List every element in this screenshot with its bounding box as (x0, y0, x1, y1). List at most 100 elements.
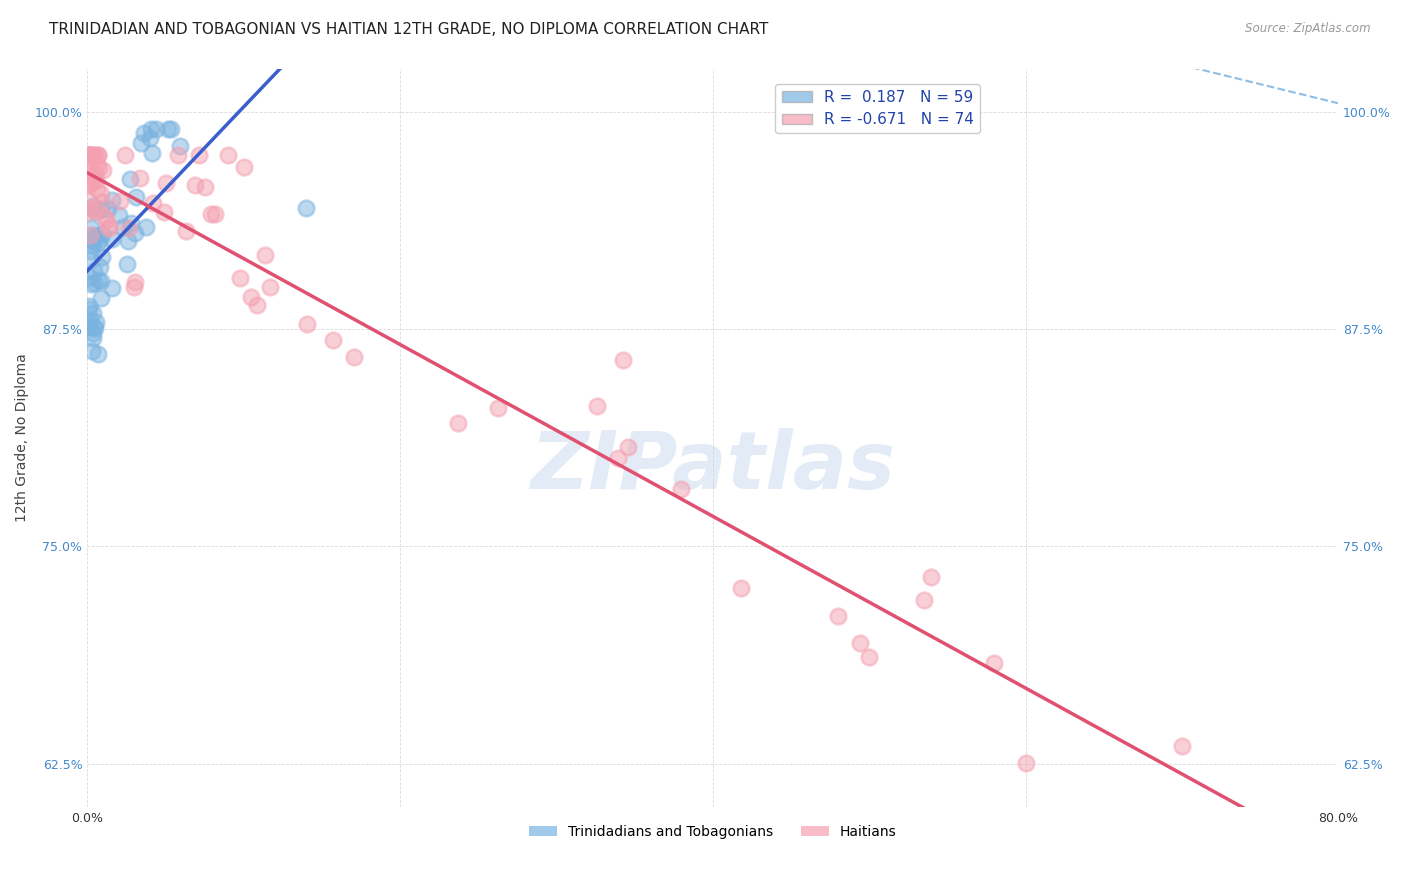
Point (80, 227, 103, 242)
Point (111, 220, 134, 235)
Point (83, 319, 105, 334)
Point (169, 138, 191, 153)
Point (612, 353, 634, 368)
Point (858, 649, 880, 664)
Point (77, 148, 100, 162)
Point (90, 274, 112, 288)
Point (97, 202, 120, 217)
Point (124, 226, 146, 240)
Point (118, 221, 141, 235)
Point (155, 176, 177, 190)
Point (86, 182, 108, 196)
Point (187, 148, 209, 162)
Point (97, 221, 120, 235)
Point (84, 315, 107, 329)
Point (920, 570, 942, 584)
Point (849, 636, 872, 650)
Point (1014, 756, 1036, 770)
Point (184, 178, 207, 192)
Point (617, 440, 640, 454)
Point (77, 177, 100, 191)
Point (135, 219, 157, 234)
Point (101, 281, 124, 295)
Text: TRINIDADIAN AND TOBAGONIAN VS HAITIAN 12TH GRADE, NO DIPLOMA CORRELATION CHART: TRINIDADIAN AND TOBAGONIAN VS HAITIAN 12… (49, 22, 769, 37)
Point (80, 220, 103, 235)
Point (91, 163, 114, 178)
Point (90, 194, 112, 209)
Point (82, 234, 104, 248)
Point (82, 306, 104, 320)
Point (82, 199, 104, 213)
Point (84, 167, 107, 181)
Point (246, 297, 269, 311)
Point (232, 160, 254, 174)
Point (1171, 739, 1194, 754)
Point (585, 399, 607, 413)
Point (80, 344, 103, 359)
Point (80, 148, 103, 162)
Point (87, 235, 110, 250)
Point (84, 228, 107, 243)
Point (77, 148, 100, 162)
Point (89, 232, 111, 246)
Point (730, 582, 752, 596)
Point (159, 122, 181, 136)
Point (139, 122, 162, 136)
Point (82, 148, 104, 162)
Point (94, 213, 117, 227)
Point (77, 148, 100, 162)
Point (117, 235, 139, 249)
Point (124, 275, 146, 289)
Point (156, 122, 179, 136)
Point (83, 203, 105, 218)
Point (343, 350, 366, 364)
Point (120, 215, 142, 229)
Point (77, 194, 100, 208)
Point (108, 194, 131, 208)
Point (128, 170, 150, 185)
Point (98, 219, 121, 234)
Point (229, 271, 252, 285)
Point (86, 158, 108, 172)
Point (295, 201, 318, 215)
Point (82, 237, 104, 252)
Y-axis label: 12th Grade, No Diploma: 12th Grade, No Diploma (15, 353, 30, 522)
Point (83, 321, 105, 335)
Point (83, 264, 105, 278)
Point (118, 171, 141, 186)
Point (669, 482, 692, 496)
Point (114, 148, 136, 162)
Point (77, 178, 100, 192)
Point (87, 347, 110, 361)
Point (77, 299, 100, 313)
Point (79, 320, 101, 334)
Point (983, 656, 1005, 670)
Point (82, 326, 104, 340)
Point (827, 609, 849, 624)
Point (239, 290, 262, 304)
Point (83, 276, 105, 290)
Point (77, 301, 100, 316)
Point (141, 196, 163, 211)
Text: ZIPatlas: ZIPatlas (530, 428, 896, 507)
Point (200, 207, 222, 221)
Point (447, 416, 470, 430)
Point (87, 148, 110, 162)
Point (84, 229, 107, 244)
Point (124, 190, 146, 204)
Point (82, 174, 104, 188)
Point (82, 235, 104, 249)
Text: Source: ZipAtlas.com: Source: ZipAtlas.com (1246, 22, 1371, 36)
Point (91, 250, 114, 264)
Point (322, 333, 344, 347)
Point (297, 318, 319, 332)
Point (80, 277, 103, 292)
Point (166, 148, 188, 162)
Point (194, 180, 217, 194)
Point (108, 208, 131, 222)
Point (77, 201, 100, 215)
Point (89, 161, 111, 176)
Point (90, 227, 112, 242)
Point (77, 204, 100, 219)
Point (87, 148, 110, 162)
